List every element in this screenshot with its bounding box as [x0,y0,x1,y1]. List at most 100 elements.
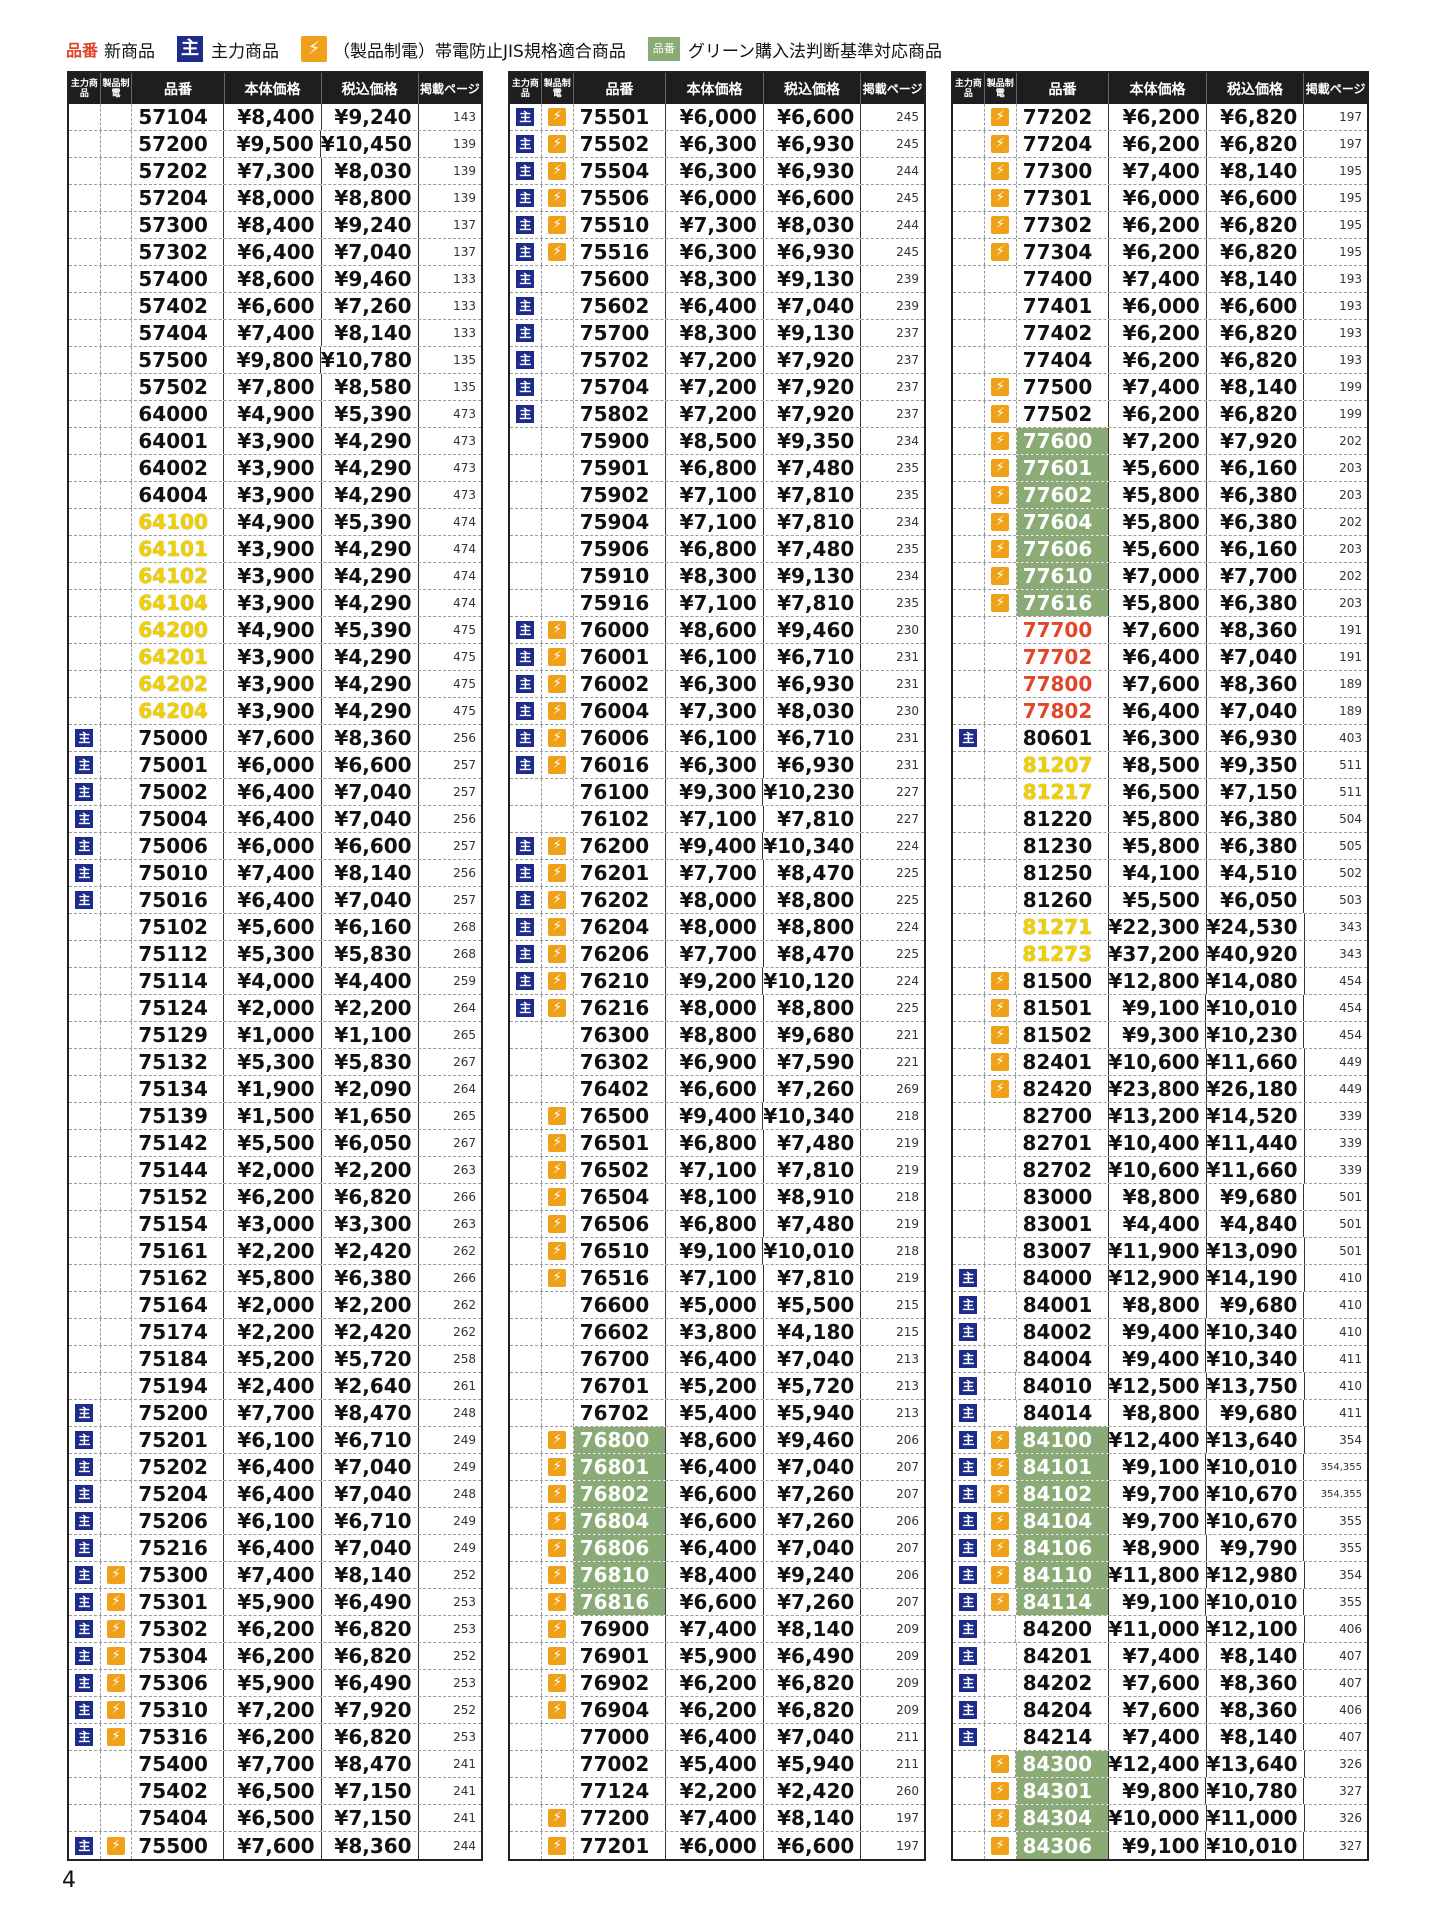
product-code: 84301 [1016,1778,1110,1804]
tax-price: ¥26,180 [1206,1076,1305,1102]
base-price: ¥2,200 [224,1319,322,1345]
seiden-cell [101,1778,133,1804]
table-row: 主 75201 ¥6,100 ¥6,710 249 [69,1427,481,1454]
table-row: 77002 ¥5,400 ¥5,940 211 [510,1751,924,1778]
table-row: ⚡ 76800 ¥8,600 ¥9,460 206 [510,1427,924,1454]
lightning-icon: ⚡ [548,702,567,720]
catalog-page: 221 [896,1055,920,1069]
lightning-icon: ⚡ [107,1647,126,1665]
base-price: ¥5,800 [1109,590,1207,616]
seiden-cell [985,698,1017,724]
base-price: ¥6,200 [224,1643,322,1669]
product-code: 75516 [574,239,667,265]
seiden-cell [101,995,133,1021]
main-product-cell [510,1157,542,1183]
seiden-cell: ⚡ [101,1670,133,1696]
product-code: 76300 [574,1022,667,1048]
base-price: ¥6,200 [666,1697,764,1723]
main-product-cell: 主 [953,1535,985,1561]
product-code: 82401 [1016,1049,1109,1075]
product-code: 75124 [132,995,225,1021]
lightning-icon: ⚡ [991,1026,1010,1044]
lightning-icon: ⚡ [991,1458,1010,1476]
product-code: 75139 [132,1103,225,1129]
product-code: 76001 [574,644,667,670]
catalog-page: 262 [453,1298,477,1312]
main-product-cell [953,158,985,184]
main-product-icon: 主 [75,1566,94,1584]
tax-price: ¥9,130 [764,563,862,589]
catalog-page: 267 [453,1136,477,1150]
base-price: ¥6,100 [666,725,764,751]
product-code: 77700 [1017,617,1110,643]
product-code: 75600 [574,266,667,292]
catalog-page: 139 [453,191,477,205]
base-price: ¥6,300 [666,671,764,697]
main-product-icon: 主 [959,1377,978,1395]
catalog-page: 252 [453,1649,477,1663]
base-price: ¥9,300 [666,779,764,805]
table-row: 82702 ¥10,600 ¥11,660 339 [953,1157,1367,1184]
base-price: ¥6,800 [666,1211,764,1237]
seiden-cell [985,1319,1017,1345]
main-product-cell: 主 [69,1535,101,1561]
tax-price: ¥5,390 [322,401,419,427]
base-price: ¥7,100 [666,590,764,616]
seiden-cell: ⚡ [101,1832,133,1859]
catalog-page: 326 [1339,1757,1363,1771]
table-row: ⚡ 76510 ¥9,100 ¥10,010 218 [510,1238,924,1265]
seiden-cell [101,1103,133,1129]
tax-price: ¥7,810 [764,1157,862,1183]
product-code: 77404 [1017,347,1110,373]
main-product-cell [953,1751,985,1777]
tax-price: ¥4,400 [322,968,419,994]
seiden-cell: ⚡ [985,995,1017,1021]
base-price: ¥10,600 [1108,1049,1207,1075]
seiden-cell: ⚡ [542,1589,574,1615]
lightning-icon: ⚡ [548,1269,567,1287]
catalog-page: 475 [453,650,477,664]
catalog-page: 327 [1339,1784,1363,1798]
lightning-icon: ⚡ [991,378,1010,396]
seiden-cell [985,1103,1017,1129]
base-price: ¥6,200 [1109,131,1207,157]
main-product-cell: 主 [953,1319,985,1345]
product-code: 75402 [132,1778,225,1804]
main-product-cell [69,1805,101,1831]
tax-price: ¥7,040 [1207,644,1305,670]
seiden-cell: ⚡ [985,482,1017,508]
base-price: ¥2,200 [224,1238,322,1264]
main-product-cell [953,509,985,535]
main-product-cell: 主 [69,1616,101,1642]
table-row: 64204 ¥3,900 ¥4,290 475 [69,698,481,725]
tax-price: ¥5,940 [764,1751,862,1777]
catalog-page: 354 [1339,1433,1363,1447]
catalog-page: 218 [896,1190,920,1204]
table-row: 主 ⚡ 84101 ¥9,100 ¥10,010 354,355 [953,1454,1367,1481]
table-row: ⚡ 77500 ¥7,400 ¥8,140 199 [953,374,1367,401]
catalog-page: 474 [453,542,477,556]
header-main-product: 主力商品 [510,73,542,104]
tax-price: ¥4,290 [322,455,419,481]
seiden-cell [101,968,133,994]
product-code: 76100 [574,779,667,805]
base-price: ¥5,200 [224,1346,322,1372]
catalog-page: 473 [453,407,477,421]
base-price: ¥8,500 [1109,752,1207,778]
main-product-cell: 主 [953,1265,985,1291]
seiden-cell [542,806,574,832]
main-product-cell: 主 [510,995,542,1021]
main-product-icon: 主 [516,972,535,990]
main-product-icon: 主 [75,1728,94,1746]
product-code: 81271 [1016,914,1109,940]
seiden-cell [542,509,574,535]
lightning-icon: ⚡ [991,999,1010,1017]
tax-price: ¥6,600 [764,185,862,211]
base-price: ¥2,400 [224,1373,322,1399]
tax-price: ¥8,140 [1207,374,1305,400]
catalog-page: 218 [896,1244,920,1258]
main-product-cell [953,266,985,292]
catalog-page: 203 [1339,461,1363,475]
base-price: ¥3,900 [224,644,322,670]
product-code: 75134 [132,1076,225,1102]
